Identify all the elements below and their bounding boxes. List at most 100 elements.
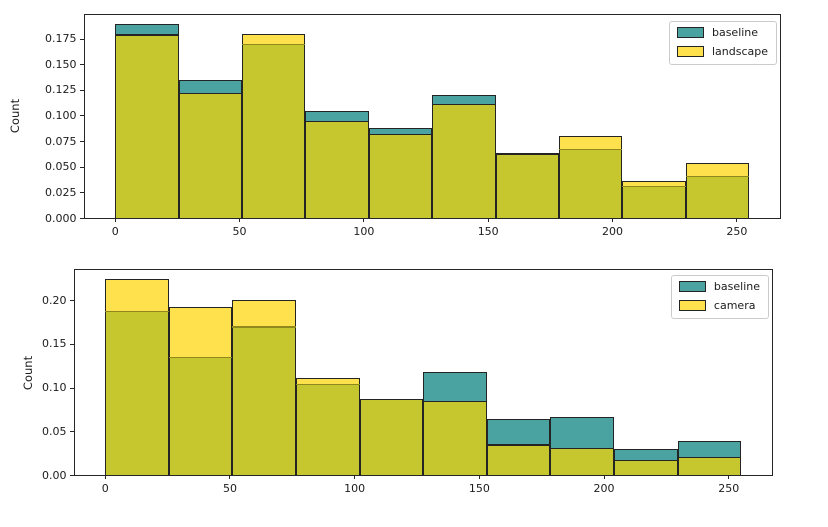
x-tick-label: 0	[101, 481, 109, 495]
x-tick-label: 250	[726, 224, 748, 238]
hist-bar-overlap-segment	[242, 44, 306, 219]
hist-bar-outline	[115, 23, 179, 220]
x-tick-label: 150	[468, 481, 490, 495]
hist-bar-outline	[622, 180, 686, 220]
x-tick-label: 200	[602, 224, 624, 238]
legend-entry-camera: camera	[678, 299, 760, 313]
hist-bar-boundary-edge	[105, 310, 169, 312]
plot-frame	[83, 14, 781, 219]
hist-bar-boundary-edge	[242, 43, 306, 45]
hist-bar-baseline-segment	[368, 128, 433, 135]
y-tick-mark	[70, 343, 74, 345]
hist-bar-boundary-edge	[622, 186, 686, 188]
x-tick-label: 0	[111, 224, 119, 238]
hist-bar-boundary-edge	[550, 447, 614, 449]
legend-entry-landscape: landscape	[676, 45, 768, 59]
hist-bar-overlap-segment	[550, 448, 614, 476]
y-tick-mark	[80, 141, 84, 143]
hist-bar-baseline-segment	[432, 95, 496, 105]
hist-bar-overlay-segment	[232, 299, 297, 327]
legend-swatch-baseline	[676, 27, 704, 39]
y-axis-label: Count	[8, 98, 22, 134]
x-tick-label: 200	[593, 481, 615, 495]
y-tick-label: 0.20	[42, 293, 67, 307]
hist-bar-boundary-edge	[559, 149, 623, 151]
hist-bar-baseline-segment	[178, 80, 243, 94]
hist-bar-boundary-edge	[432, 104, 496, 106]
x-tick-mark	[612, 218, 614, 222]
hist-bar-boundary-edge	[115, 34, 179, 36]
hist-bar-overlap-segment	[168, 357, 233, 476]
hist-bar-overlap-segment	[614, 460, 678, 476]
hist-bar-outline	[168, 306, 233, 477]
hist-bar-outline	[614, 449, 678, 477]
x-tick-mark	[104, 475, 106, 479]
hist-bar-outline	[232, 299, 297, 477]
x-tick-label: 50	[232, 224, 247, 238]
hist-bar-overlap-segment	[559, 149, 623, 219]
hist-bar-overlap-segment	[305, 121, 369, 219]
hist-bar-baseline-segment	[614, 449, 678, 461]
hist-bar-outline	[486, 418, 551, 477]
hist-bar-overlap-segment	[432, 104, 496, 219]
x-tick-mark	[728, 475, 730, 479]
y-tick-mark	[80, 218, 84, 219]
y-tick-mark	[80, 89, 84, 91]
hist-bar-boundary-edge	[168, 356, 233, 359]
hist-bar-overlay-segment	[296, 377, 360, 385]
hist-bar-overlap-segment	[178, 93, 243, 219]
x-tick-label: 50	[222, 481, 237, 495]
hist-bar-outline	[178, 80, 243, 220]
hist-bar-boundary-edge	[368, 133, 433, 136]
x-tick-mark	[478, 475, 480, 479]
hist-bar-outline	[677, 440, 742, 477]
legend-entry-baseline: baseline	[676, 26, 768, 40]
hist-bar-overlap-segment	[685, 176, 750, 219]
hist-bar-outline	[685, 163, 750, 220]
legend: baseline landscape	[668, 21, 777, 65]
hist-bar-overlap-segment	[486, 444, 551, 476]
hist-bar-baseline-segment	[305, 110, 369, 122]
x-tick-mark	[736, 218, 738, 222]
hist-bar-overlap-segment	[423, 401, 487, 476]
x-tick-mark	[603, 475, 605, 479]
y-tick-label: 0.075	[45, 134, 77, 148]
hist-bar-overlap-segment	[359, 399, 424, 476]
y-tick-mark	[70, 387, 74, 389]
x-tick-label: 100	[344, 481, 366, 495]
hist-bar-outline	[559, 136, 623, 220]
hist-bar-overlap-segment	[296, 384, 360, 476]
y-tick-label: 0.10	[42, 381, 67, 395]
hist-bar-boundary-edge	[178, 92, 243, 95]
legend-label: baseline	[713, 280, 760, 293]
x-tick-mark	[354, 475, 356, 479]
x-tick-mark	[239, 218, 241, 222]
hist-bar-overlap-segment	[622, 186, 686, 219]
x-tick-mark	[114, 218, 116, 222]
y-tick-mark	[80, 64, 84, 66]
x-tick-label: 150	[477, 224, 499, 238]
y-tick-label: 0.150	[45, 57, 77, 71]
hist-bar-boundary-edge	[305, 120, 369, 122]
hist-bar-baseline-segment	[423, 371, 487, 402]
legend: baseline camera	[670, 275, 769, 319]
y-axis-label: Count	[21, 355, 35, 390]
hist-bar-boundary-edge	[685, 175, 750, 178]
hist-bar-overlay-segment	[105, 278, 169, 312]
histogram-baseline-vs-camera: Count 0 50 100 150 200 250 0.00 0.05 0.10 0.15 0.2…	[0, 263, 828, 527]
hist-bar-overlap-segment	[105, 311, 169, 476]
hist-bar-boundary-edge	[677, 456, 742, 458]
hist-bar-overlap-segment	[368, 134, 433, 219]
hist-bar-outline	[368, 128, 433, 220]
hist-bar-boundary-edge	[232, 326, 297, 328]
y-tick-mark	[70, 431, 74, 433]
legend-swatch-camera	[678, 300, 706, 312]
hist-bar-overlap-segment	[677, 457, 742, 476]
hist-bar-baseline-segment	[486, 418, 551, 445]
hist-bar-outline	[296, 377, 360, 477]
y-tick-label: 0.05	[42, 424, 67, 438]
hist-bar-outline	[305, 110, 369, 220]
x-tick-mark	[487, 218, 489, 222]
y-tick-mark	[80, 38, 84, 40]
y-tick-label: 0.00	[42, 468, 67, 482]
